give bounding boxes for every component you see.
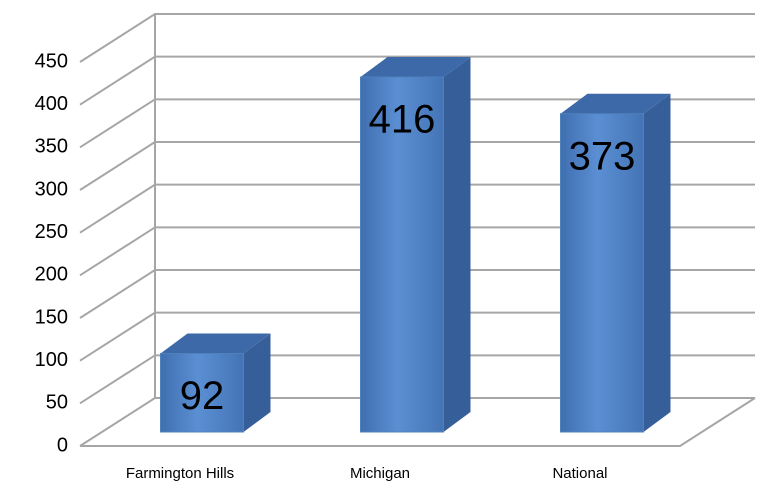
x-tick-label: National: [552, 465, 607, 482]
y-tick-label: 50: [46, 392, 68, 414]
value-label: 416: [369, 98, 436, 142]
y-tick-label: 250: [35, 221, 68, 243]
grid-line: [79, 311, 755, 362]
grid-line: [79, 226, 755, 277]
y-tick-label: 0: [57, 434, 68, 456]
grid-line: [79, 269, 755, 319]
bar-side: [643, 93, 671, 432]
x-tick-label: Michigan: [350, 465, 410, 482]
grid-line: [79, 13, 755, 63]
y-tick-label: 350: [35, 136, 68, 158]
bar-side: [243, 333, 271, 432]
floor: [80, 397, 756, 447]
bar: [560, 93, 671, 433]
grid-line: [79, 183, 755, 234]
y-tick-label: 100: [35, 349, 68, 371]
bar-top: [560, 93, 671, 114]
grid-line: [79, 55, 755, 106]
bar-front: [160, 352, 244, 433]
bar: [360, 57, 471, 433]
y-tick-label: 200: [35, 264, 68, 286]
grid-line: [79, 354, 755, 405]
x-tick-label: Farmington Hills: [126, 465, 234, 482]
bar-top: [160, 333, 271, 354]
bar-front: [360, 76, 444, 433]
bar-side: [443, 57, 471, 432]
bar-front: [560, 113, 644, 433]
grid-line: [79, 98, 755, 149]
grid-line: [79, 141, 755, 191]
value-label: 92: [180, 374, 225, 418]
y-tick-label: 450: [35, 50, 68, 72]
y-tick-label: 300: [35, 178, 68, 200]
y-tick-label: 400: [35, 93, 68, 115]
bar-top: [360, 57, 471, 78]
value-label: 373: [569, 134, 636, 178]
bar: [160, 333, 271, 433]
y-tick-label: 150: [35, 306, 68, 328]
grid-line: [79, 397, 755, 447]
